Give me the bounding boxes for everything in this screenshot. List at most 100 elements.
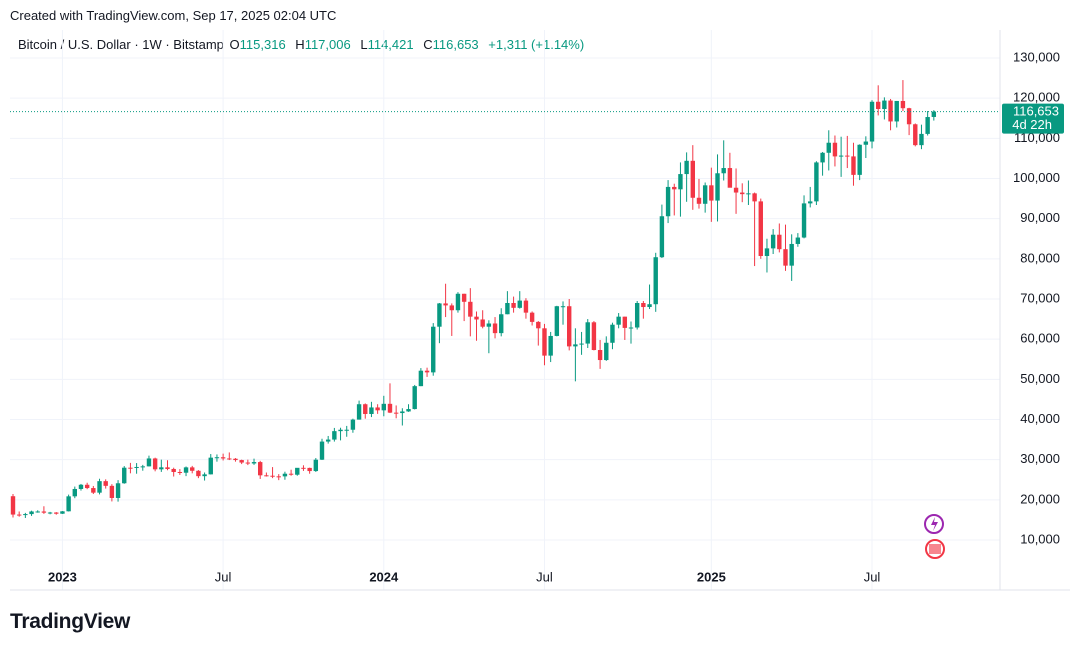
y-tick-label: 100,000 xyxy=(1013,170,1060,185)
candle-body xyxy=(696,197,702,204)
y-tick-label: 20,000 xyxy=(1020,491,1060,506)
candle-body xyxy=(740,192,745,195)
candle-body xyxy=(499,314,504,334)
candle-body xyxy=(591,322,597,351)
candle-body xyxy=(709,185,714,201)
candle-body xyxy=(826,142,831,153)
candle-body xyxy=(270,475,275,477)
candle-body xyxy=(628,327,634,329)
candle-body xyxy=(882,100,887,109)
candle-body xyxy=(876,101,881,109)
candle-body xyxy=(604,342,609,361)
y-tick-label: 60,000 xyxy=(1020,331,1060,346)
candle-body xyxy=(523,300,529,313)
y-tick-label: 90,000 xyxy=(1020,210,1060,225)
candle-body xyxy=(109,485,115,498)
candle-body xyxy=(684,160,689,175)
candle-body xyxy=(573,344,578,347)
candle-body xyxy=(344,429,349,431)
change: +1,311 (+1.14%) xyxy=(488,37,585,52)
high-key: H xyxy=(295,37,305,52)
candle-body xyxy=(245,462,251,464)
candle-body xyxy=(387,403,393,413)
candle-body xyxy=(783,249,788,266)
candle-body xyxy=(820,152,825,163)
candle-body xyxy=(857,144,862,175)
candle-body xyxy=(264,475,269,477)
candle-body xyxy=(542,328,547,356)
candle-body xyxy=(647,304,652,308)
candle-body xyxy=(616,316,621,325)
candle-body xyxy=(702,185,708,204)
candle-body xyxy=(47,512,53,514)
candle-body xyxy=(23,514,28,516)
candle-body xyxy=(492,323,498,334)
candle-body xyxy=(177,471,183,473)
candle-body xyxy=(183,467,189,473)
candle-body xyxy=(715,173,720,201)
candle-body xyxy=(869,101,875,142)
candle-body xyxy=(418,370,424,387)
candle-body xyxy=(406,409,411,412)
candle-body xyxy=(202,474,207,477)
candle-body xyxy=(356,404,362,420)
last-price-label: 116,653 xyxy=(1013,104,1059,119)
candle-body xyxy=(319,441,325,460)
low-key: L xyxy=(360,37,368,52)
created-note: Created with TradingView.com, Sep 17, 20… xyxy=(10,8,337,23)
candle-body xyxy=(758,201,763,257)
candle-body xyxy=(301,467,306,469)
candle-body xyxy=(665,186,671,217)
candle-body xyxy=(122,467,127,484)
candle-body xyxy=(251,462,257,464)
candle-body xyxy=(690,160,695,198)
candle-body xyxy=(480,319,485,327)
candle-body xyxy=(276,476,281,478)
candle-body xyxy=(134,466,139,468)
candle-body xyxy=(560,306,566,308)
candle-body xyxy=(845,155,850,157)
candle-body xyxy=(146,458,152,467)
candle-body xyxy=(659,216,665,258)
candle-body xyxy=(97,481,102,493)
candle-body xyxy=(894,100,899,122)
candle-body xyxy=(159,467,164,470)
candle-body xyxy=(393,412,399,414)
x-tick-label: 2023 xyxy=(48,569,77,584)
candle-body xyxy=(888,100,893,122)
candle-body xyxy=(838,155,844,157)
low-value: 114,421 xyxy=(367,37,414,52)
candle-body xyxy=(288,473,294,475)
candle-body xyxy=(16,514,22,516)
candle-body xyxy=(721,168,726,174)
candle-body xyxy=(282,473,288,477)
close-key: C xyxy=(423,37,433,52)
candle-body xyxy=(832,142,838,157)
candle-body xyxy=(678,174,683,190)
candle-body xyxy=(338,429,343,432)
candle-body xyxy=(474,316,479,320)
candle-body xyxy=(622,316,628,328)
candle-body xyxy=(863,141,869,145)
candle-body xyxy=(913,124,918,146)
candle-body xyxy=(672,186,677,190)
candle-body xyxy=(752,193,757,202)
last-price-box xyxy=(1002,103,1064,134)
candle-body xyxy=(332,431,337,440)
candle-body xyxy=(35,511,40,513)
candle-body xyxy=(468,301,473,317)
candle-body xyxy=(220,457,226,459)
candle-body xyxy=(165,467,170,469)
candle-body xyxy=(517,300,522,308)
candle-body xyxy=(919,133,924,146)
y-tick-label: 30,000 xyxy=(1020,451,1060,466)
candle-body xyxy=(295,467,300,475)
candle-body xyxy=(808,201,813,204)
y-tick-label: 130,000 xyxy=(1013,49,1060,64)
candle-body xyxy=(733,187,739,193)
candle-body xyxy=(140,466,145,468)
candle-body xyxy=(567,306,572,347)
candle-body xyxy=(554,306,560,336)
candle-body xyxy=(91,488,96,493)
